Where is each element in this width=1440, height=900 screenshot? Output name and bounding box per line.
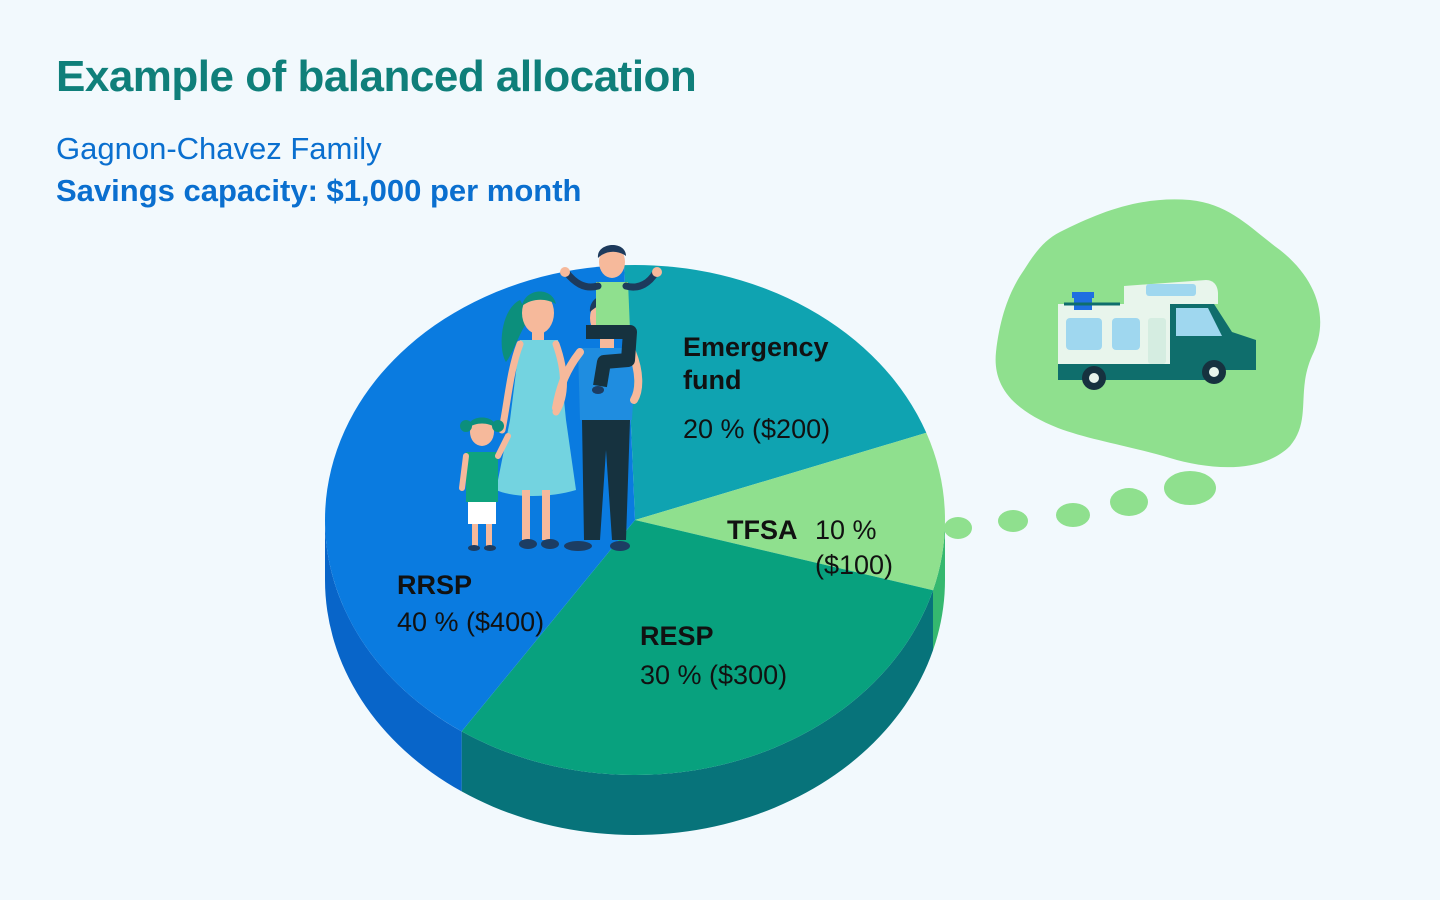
pie-slice-emergency-fund [624,265,927,520]
rrsp-name: RRSP [397,570,472,600]
tfsa-label: TFSA 10 % ($100) [727,515,893,580]
tfsa-amount: ($100) [815,550,893,580]
girl-figure [459,417,511,551]
pie-side-tfsa [932,520,945,651]
emergency-value: 20 % ($200) [683,414,830,444]
resp-label: RESP 30 % ($300) [640,621,787,690]
pie-side-rrsp [325,520,462,792]
boy-figure [560,244,662,394]
resp-value: 30 % ($300) [640,660,787,690]
thought-bubbles [944,471,1216,539]
emergency-label-line1: Emergency [683,332,829,362]
camper-van-icon [1058,280,1256,390]
emergency-label-line2: fund [683,365,741,395]
pie-slice-resp [461,520,933,775]
pie-slice-tfsa [635,432,945,591]
tfsa-name: TFSA [727,515,798,545]
family-icon [459,244,662,551]
rrsp-label: RRSP 40 % ($400) [397,570,544,637]
page-title: Example of balanced allocation [56,52,697,101]
pie-side-resp [461,590,933,836]
rrsp-value: 40 % ($400) [397,607,544,637]
family-name: Gagnon-Chavez Family [56,131,382,166]
pie-sides [325,520,945,836]
savings-capacity: Savings capacity: $1,000 per month [56,173,582,208]
tfsa-value: 10 % [815,515,877,545]
resp-name: RESP [640,621,714,651]
emergency-fund-label: Emergency fund 20 % ($200) [683,332,830,444]
